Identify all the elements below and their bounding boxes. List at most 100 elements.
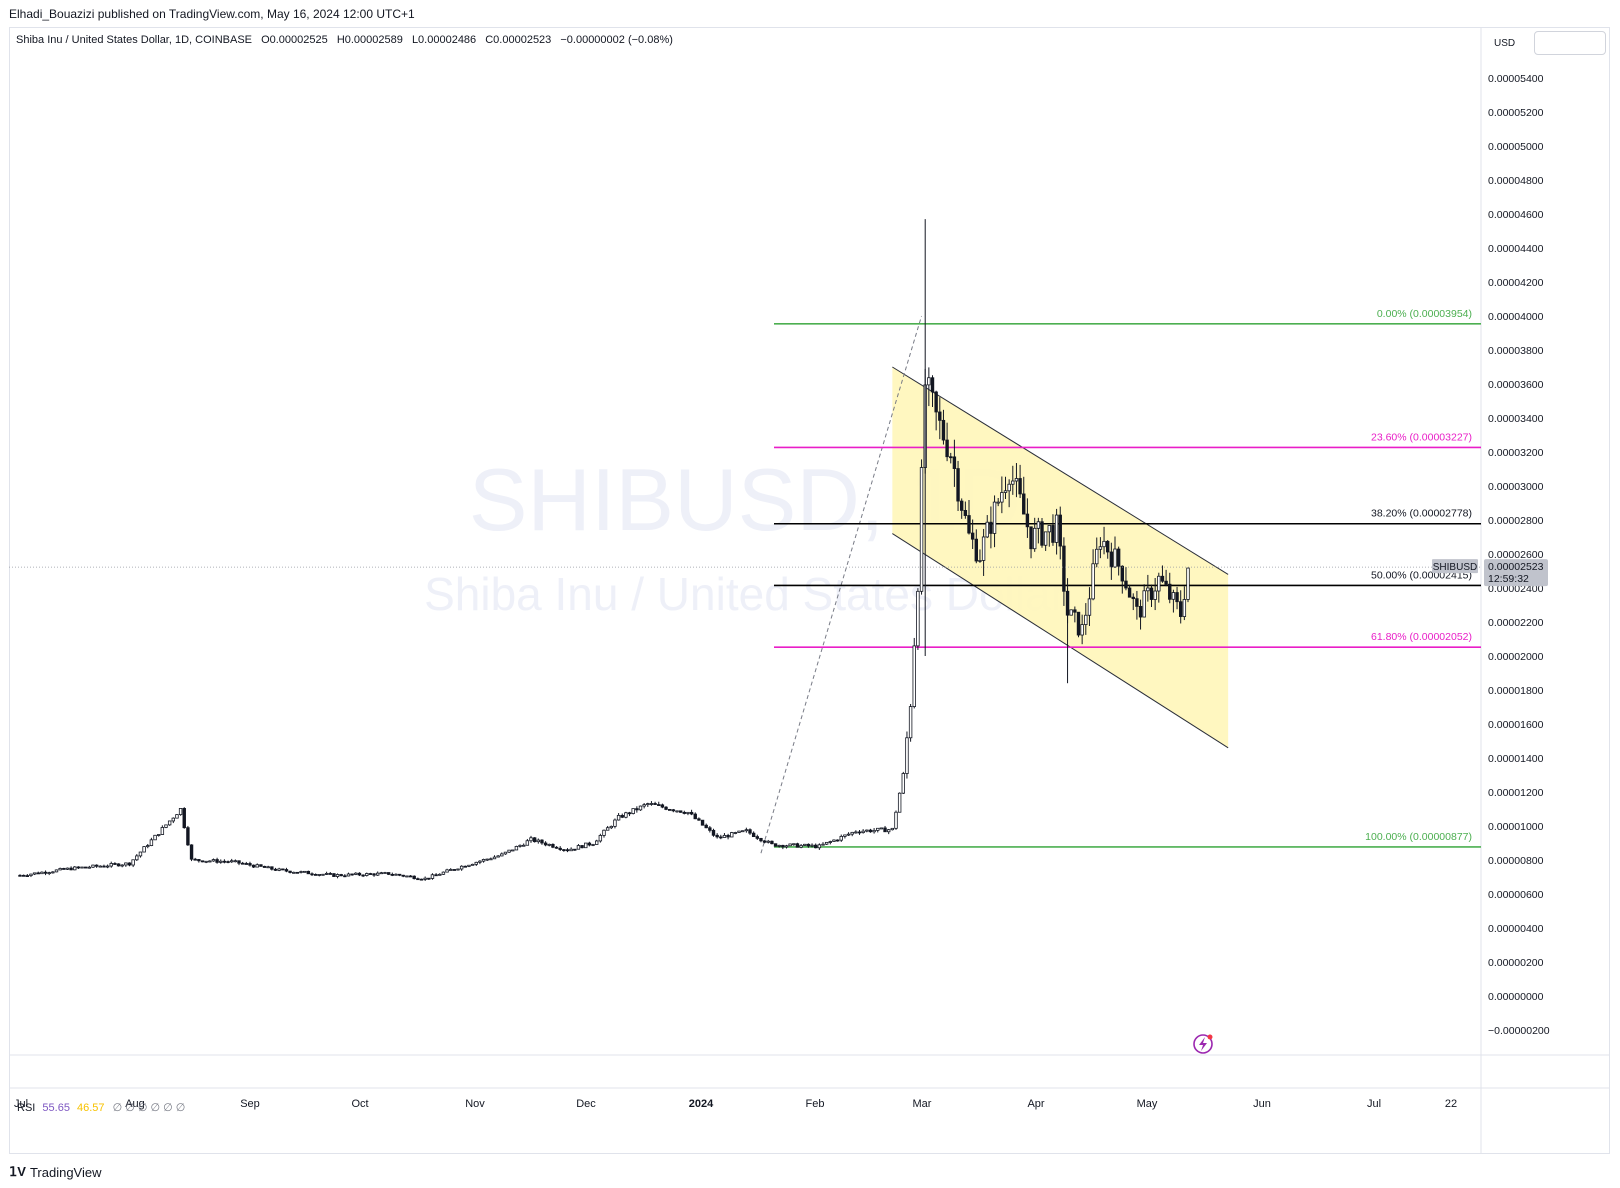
candle-body bbox=[84, 866, 88, 869]
candle-body bbox=[784, 845, 789, 848]
candle-body bbox=[576, 845, 581, 850]
time-tick-label: Jul bbox=[14, 1098, 28, 1110]
candle-body bbox=[733, 832, 738, 834]
candle-body bbox=[18, 874, 22, 877]
candle-body bbox=[62, 868, 66, 870]
candle-body bbox=[1080, 624, 1084, 636]
candle-body bbox=[251, 864, 256, 868]
channel-lower-line bbox=[892, 533, 1229, 749]
time-axis[interactable]: Jul Aug Sep Oct Nov Dec 2024 Feb Mar Apr May Jun Jul… bbox=[14, 1098, 1457, 1110]
candle-body bbox=[1095, 548, 1099, 565]
candle-body bbox=[660, 804, 665, 808]
price-tick-label: 0.00005200 bbox=[1488, 107, 1544, 119]
candle-body bbox=[496, 855, 500, 858]
candle-body bbox=[489, 858, 493, 861]
tradingview-logo-icon: 𝟣V bbox=[9, 1164, 26, 1179]
currency-button[interactable] bbox=[1534, 31, 1606, 55]
candle-body bbox=[894, 811, 898, 829]
candle-body bbox=[1051, 525, 1055, 543]
candle-body bbox=[682, 811, 686, 814]
candle-body bbox=[1102, 540, 1106, 548]
candle-body bbox=[40, 871, 44, 875]
candle-body bbox=[514, 846, 519, 851]
candle-body bbox=[584, 842, 588, 849]
candle-body bbox=[941, 419, 946, 441]
candle-body bbox=[551, 843, 555, 848]
candle-body bbox=[240, 862, 245, 865]
price-axis[interactable]: 0.00005400 0.00005200 0.00005000 0.00004800… bbox=[1488, 73, 1550, 1037]
candle-body bbox=[653, 803, 657, 805]
candle-body bbox=[945, 439, 949, 458]
candle-body bbox=[1047, 525, 1051, 533]
time-tick-label: Oct bbox=[351, 1098, 368, 1110]
currency-label: USD bbox=[1494, 38, 1516, 49]
candle-body bbox=[32, 872, 37, 875]
candle-body bbox=[474, 861, 478, 865]
last-price-value: 0.00002523 bbox=[1488, 561, 1544, 573]
candle-body bbox=[897, 792, 902, 813]
price-tick-label: 0.00002800 bbox=[1488, 515, 1544, 527]
candle-body bbox=[624, 812, 628, 818]
candle-body bbox=[591, 844, 595, 846]
candle-body bbox=[226, 861, 230, 863]
candle-body bbox=[708, 827, 712, 831]
candle-body bbox=[36, 872, 40, 875]
candle-body bbox=[1120, 565, 1124, 582]
candle-body bbox=[419, 878, 424, 881]
time-tick-label: 22 bbox=[1445, 1098, 1457, 1110]
fibonacci-retracement[interactable]: 0.00% (0.00003954) 23.60% (0.00003227) 38.… bbox=[774, 308, 1481, 848]
time-tick-label: Dec bbox=[576, 1098, 596, 1110]
candle-body bbox=[51, 871, 55, 874]
candle-body bbox=[737, 830, 741, 833]
price-tick-label: 0.00004200 bbox=[1488, 277, 1544, 289]
candle-body bbox=[543, 842, 548, 846]
candle-body bbox=[686, 811, 690, 814]
price-tick-label: 0.00004800 bbox=[1488, 175, 1544, 187]
tradingview-logo[interactable]: 𝟣V TradingView bbox=[9, 1164, 102, 1180]
candle-body bbox=[912, 645, 916, 707]
price-tick-label: 0.00001200 bbox=[1488, 787, 1544, 799]
candle-body bbox=[149, 839, 154, 846]
candle-body bbox=[146, 845, 150, 848]
candle-body bbox=[879, 827, 884, 830]
candle-body bbox=[751, 832, 756, 838]
candle-body bbox=[573, 848, 577, 851]
candle-body bbox=[1084, 614, 1088, 625]
candle-body bbox=[872, 829, 876, 833]
price-tick-label: 0.00001800 bbox=[1488, 685, 1544, 697]
candle-body bbox=[1003, 490, 1008, 493]
candle-body bbox=[788, 843, 792, 847]
candles bbox=[18, 219, 1190, 881]
candle-body bbox=[996, 501, 1000, 504]
price-tick-label: −0.00000200 bbox=[1488, 1025, 1550, 1037]
candle-body bbox=[357, 872, 362, 876]
rsi-legend[interactable]: RSI 55.65 46.57 ∅ ∅ ∅ ∅ ∅ ∅ bbox=[17, 1101, 185, 1114]
candle-body bbox=[416, 878, 420, 881]
candle-body bbox=[507, 849, 511, 853]
candle-body bbox=[1036, 521, 1041, 529]
candle-body bbox=[182, 808, 186, 829]
candle-body bbox=[949, 456, 953, 459]
lightning-icon[interactable] bbox=[1193, 1034, 1213, 1054]
candle-body bbox=[76, 866, 81, 869]
candle-body bbox=[339, 874, 343, 877]
candle-body bbox=[1007, 483, 1011, 492]
candle-body bbox=[1011, 480, 1015, 485]
candle-body bbox=[1029, 526, 1033, 550]
price-tick-label: 0.00002600 bbox=[1488, 549, 1544, 561]
candle-body bbox=[810, 844, 814, 847]
price-tick-label: 0.00004600 bbox=[1488, 209, 1544, 221]
candle-body bbox=[711, 829, 716, 836]
candle-body bbox=[222, 860, 227, 863]
candle-body bbox=[609, 825, 613, 829]
candle-body bbox=[934, 391, 938, 413]
publisher-line: Elhadi_Bouazizi published on TradingView… bbox=[9, 7, 415, 21]
price-tick-label: 0.00004000 bbox=[1488, 311, 1544, 323]
candle-body bbox=[390, 873, 394, 876]
candle-body bbox=[427, 877, 431, 880]
legend-title[interactable]: Shiba Inu / United States Dollar, 1D, CO… bbox=[16, 34, 253, 46]
candle-body bbox=[313, 874, 318, 876]
candle-body bbox=[985, 521, 989, 538]
